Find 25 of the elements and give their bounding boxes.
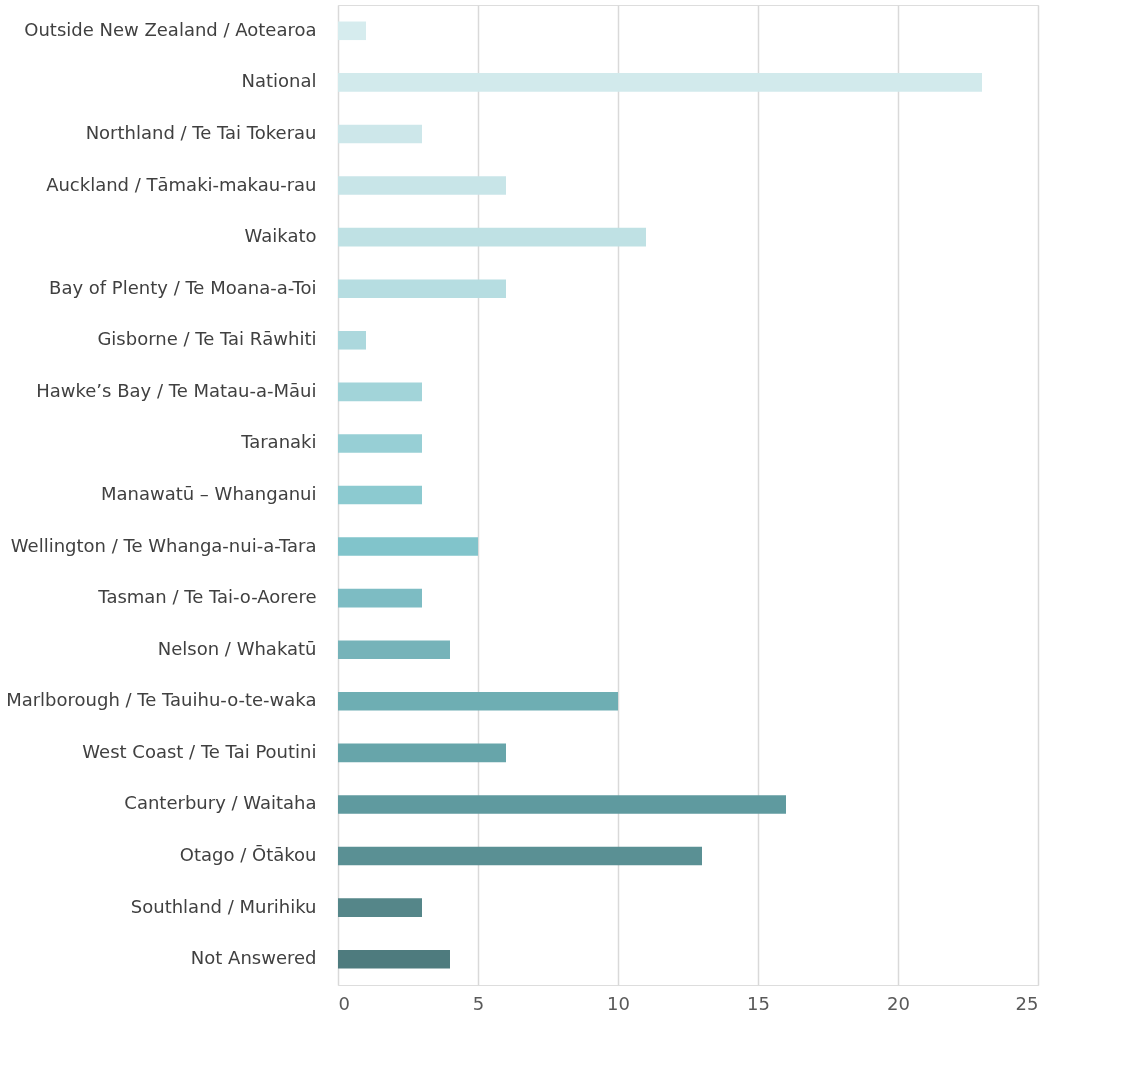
y-tick-label: Canterbury / Waitaha bbox=[124, 792, 317, 814]
y-tick-label: Bay of Plenty / Te Moana-a-Toi bbox=[49, 276, 317, 298]
y-tick-label: Taranaki bbox=[240, 431, 317, 453]
y-tick-label: Southland / Murihiku bbox=[130, 895, 317, 917]
y-tick-label: Outside New Zealand / Aotearoa bbox=[24, 18, 317, 40]
y-tick-label: Hawke’s Bay / Te Matau-a-Māui bbox=[36, 379, 317, 401]
y-tick-label: National bbox=[241, 70, 317, 92]
y-tick-label: Northland / Te Tai Tokerau bbox=[85, 121, 317, 143]
y-tick-label: Otago / Ōtākou bbox=[179, 844, 317, 866]
y-tick-label: Manawatū – Whanganui bbox=[100, 483, 317, 504]
x-tick-label: 10 bbox=[607, 992, 630, 1014]
y-tick-label: Waikato bbox=[244, 225, 317, 247]
x-tick-label: 5 bbox=[472, 992, 485, 1014]
y-tick-label: Nelson / Whakatū bbox=[157, 637, 317, 659]
y-tick-label: Gisborne / Te Tai Rāwhiti bbox=[97, 328, 317, 350]
x-tick-label: 15 bbox=[747, 992, 770, 1014]
y-tick-label: Tasman / Te Tai-o-Aorere bbox=[97, 586, 317, 608]
y-tick-label: Marlborough / Te Tauihu-o-te-waka bbox=[6, 689, 317, 711]
x-tick-label: 25 bbox=[1015, 992, 1039, 1014]
x-tick-label: 0 bbox=[338, 992, 350, 1014]
y-tick-label: Not Answered bbox=[190, 947, 317, 969]
y-tick-label: West Coast / Te Tai Poutini bbox=[82, 740, 317, 762]
y-tick-label: Auckland / Tāmaki-makau-rau bbox=[46, 173, 317, 195]
y-tick-label: Wellington / Te Whanga-nui-a-Tara bbox=[10, 534, 317, 556]
x-tick-label: 20 bbox=[887, 992, 910, 1014]
